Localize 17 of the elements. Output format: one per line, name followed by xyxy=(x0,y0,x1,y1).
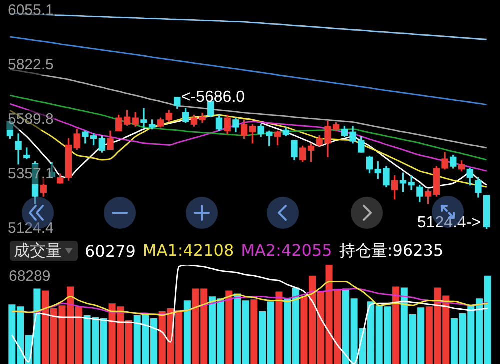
text: 60279 xyxy=(85,242,136,260)
line-series xyxy=(9,68,488,149)
series-label: MA2:42055 xyxy=(241,240,332,262)
y-tick-label: 5124.4 xyxy=(8,220,54,238)
bar xyxy=(226,290,233,364)
annotation: 5124.4-> xyxy=(417,214,481,232)
line-series xyxy=(9,36,488,106)
bar xyxy=(184,300,191,364)
bar xyxy=(250,300,258,364)
annotation: <-5686.0 xyxy=(181,88,246,106)
text: 持仓量:96235 xyxy=(339,240,444,262)
bar xyxy=(276,292,283,364)
annotation: 68289 xyxy=(9,268,51,286)
y-tick-label: 5822.5 xyxy=(8,56,54,74)
bar xyxy=(392,286,400,364)
text: MA1:42108 xyxy=(142,240,234,262)
chart-title: 成交量 xyxy=(14,241,62,261)
